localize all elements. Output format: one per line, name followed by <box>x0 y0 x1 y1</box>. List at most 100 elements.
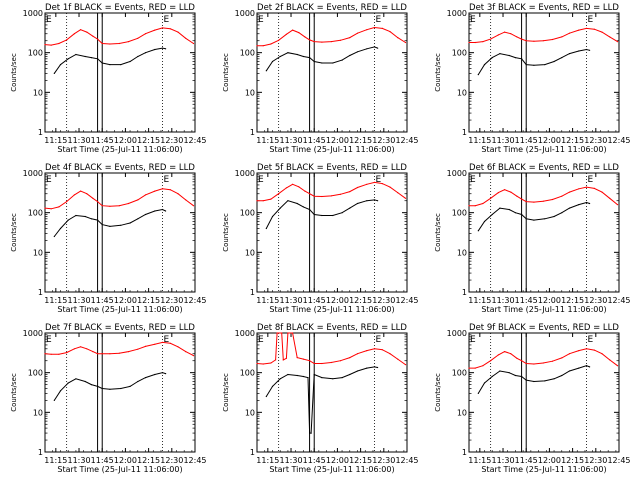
x-tick-label: 12:45 <box>183 456 206 465</box>
event-marker-label: E <box>46 335 52 345</box>
data-point-lld <box>397 37 399 39</box>
x-tick-label: 12:00 <box>326 136 349 145</box>
data-point-lld <box>585 348 588 350</box>
data-point-events <box>521 213 523 216</box>
data-point-events <box>491 57 493 59</box>
data-point-events <box>59 390 62 392</box>
data-point-events <box>101 62 103 64</box>
data-point-lld <box>161 341 164 343</box>
y-tick-label: 1 <box>462 128 467 137</box>
x-tick-label: 11:15 <box>256 296 279 305</box>
data-point-events <box>109 64 111 66</box>
y-tick-label: 100 <box>452 49 467 58</box>
data-point-lld <box>533 201 535 203</box>
data-point-events <box>544 218 546 220</box>
x-axis-label: Start Time (25-Jul-11 11:06:00) <box>57 465 182 474</box>
data-point-lld <box>366 29 368 31</box>
data-point-lld <box>92 197 94 199</box>
panel-title: Det 4f BLACK = Events, RED = LLD <box>45 163 195 173</box>
data-point-lld <box>373 181 376 183</box>
data-point-lld <box>278 193 280 195</box>
data-point-lld <box>161 27 164 29</box>
data-point-lld <box>309 360 311 362</box>
x-tick-label: 11:30 <box>67 296 90 305</box>
data-point-lld <box>561 195 563 197</box>
data-point-events <box>287 373 289 376</box>
data-point-lld <box>533 40 535 42</box>
x-tick-label: 12:00 <box>114 136 137 145</box>
data-point-events <box>302 55 304 58</box>
series-line-lld <box>257 181 406 202</box>
data-point-events <box>90 57 92 59</box>
plot-frame <box>44 332 196 453</box>
x-axis-label: Start Time (25-Jul-11 11:06:00) <box>57 305 182 314</box>
data-point-lld <box>127 202 130 205</box>
data-point-lld <box>389 353 391 355</box>
data-point-events <box>84 380 86 383</box>
data-point-lld <box>92 351 94 353</box>
x-tick-label: 12:30 <box>372 456 395 465</box>
event-marker-label: E <box>588 15 594 25</box>
data-point-lld <box>154 190 156 192</box>
data-point-lld <box>101 353 103 355</box>
data-point-events <box>499 207 501 209</box>
data-point-lld <box>86 348 88 350</box>
y-tick-label: 100 <box>240 49 255 58</box>
x-tick-label: 12:45 <box>183 296 206 305</box>
data-point-events <box>544 64 546 66</box>
data-point-lld <box>525 362 527 365</box>
data-point-lld <box>516 195 518 197</box>
y-tick-label: 1 <box>38 128 43 137</box>
panel-title: Det 3f BLACK = Events, RED = LLD <box>469 3 619 13</box>
x-tick-label: 11:45 <box>515 456 538 465</box>
data-point-lld <box>50 208 52 210</box>
data-point-lld <box>616 204 619 206</box>
data-point-lld <box>44 353 46 355</box>
data-point-lld <box>109 205 111 207</box>
x-tick-label: 12:00 <box>326 296 349 305</box>
data-point-lld <box>356 186 359 189</box>
data-point-lld <box>510 353 512 355</box>
data-point-events <box>521 375 523 378</box>
x-tick-label: 12:30 <box>372 296 395 305</box>
x-tick-label: 12:15 <box>349 456 372 465</box>
data-point-events <box>377 200 379 202</box>
event-marker-label: E <box>258 15 264 25</box>
event-marker-label: E <box>164 15 170 25</box>
data-point-events <box>137 218 139 220</box>
y-tick-label: 1000 <box>447 9 467 18</box>
data-point-lld <box>356 353 359 355</box>
data-point-events <box>499 53 501 55</box>
y-tick-label: 100 <box>28 49 43 58</box>
x-tick-label: 12:45 <box>607 296 630 305</box>
data-point-events <box>161 47 164 49</box>
event-marker-label: E <box>588 335 594 345</box>
x-tick-label: 11:15 <box>468 456 491 465</box>
data-point-lld <box>593 349 595 351</box>
data-point-events <box>154 373 156 376</box>
data-point-lld <box>551 198 554 201</box>
x-tick-label: 12:45 <box>395 136 418 145</box>
x-tick-label: 11:45 <box>303 136 326 145</box>
data-point-lld <box>118 352 120 354</box>
y-tick-label: 1 <box>250 128 255 137</box>
data-point-lld <box>578 29 580 31</box>
event-marker-label: E <box>164 175 170 185</box>
data-point-lld <box>616 41 619 43</box>
panel-title: Det 5f BLACK = Events, RED = LLD <box>257 163 407 173</box>
data-point-lld <box>44 207 46 209</box>
data-point-lld <box>58 42 60 45</box>
data-point-events <box>279 378 281 380</box>
event-marker-label: E <box>470 175 476 185</box>
plot-frame <box>256 12 408 133</box>
data-point-lld <box>298 186 300 188</box>
plot-frame <box>468 172 620 293</box>
plot-frame <box>468 12 620 133</box>
data-point-lld <box>561 357 563 359</box>
y-tick-label: 100 <box>28 209 43 218</box>
data-point-lld <box>292 332 294 334</box>
data-point-events <box>97 385 99 387</box>
event-marker-label: E <box>376 175 382 185</box>
detector-panel-7: Det 7f BLACK = Events, RED = LLD Counts/s… <box>10 323 207 474</box>
data-point-events <box>349 373 351 376</box>
